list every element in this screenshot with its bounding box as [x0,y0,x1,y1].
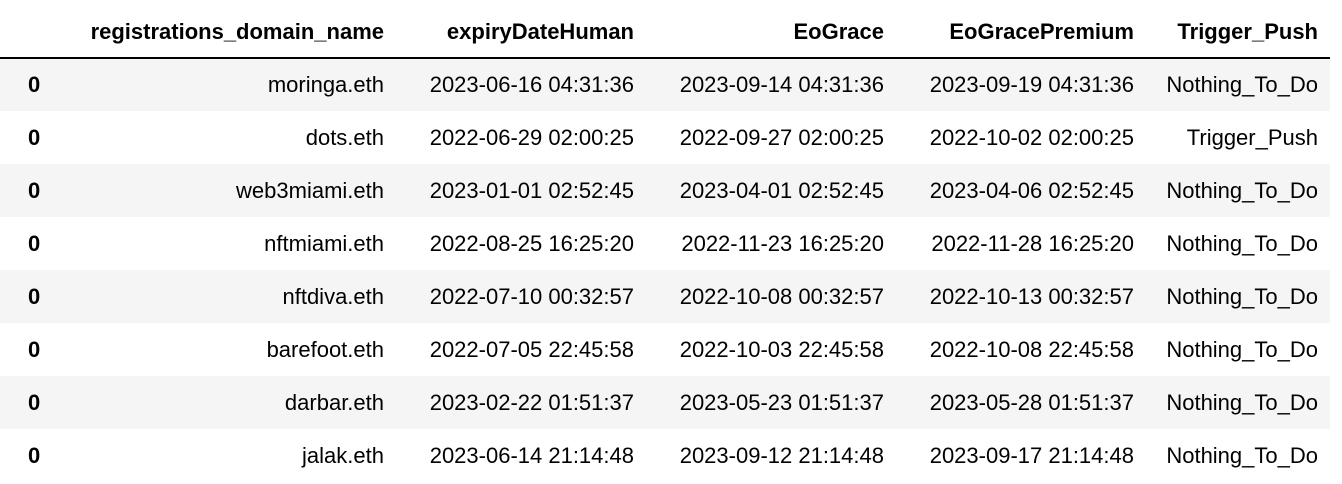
cell-expiry-date: 2023-02-22 01:51:37 [429,389,634,415]
cell-eo-grace: 2023-05-23 01:51:37 [679,389,884,415]
row-index: 0 [28,124,41,150]
cell-expiry-date: 2022-07-10 00:32:57 [429,283,634,309]
column-header-eo-grace-premium: EoGracePremium [896,6,1146,59]
cell-trigger-push: Nothing_To_Do [1166,283,1318,309]
table-row: 0 web3miami.eth 2023-01-01 02:52:45 2023… [0,164,1330,217]
cell-domain-name: web3miami.eth [236,177,384,203]
dataframe-table: registrations_domain_name expiryDateHuma… [0,6,1330,482]
cell-domain-name: barefoot.eth [266,336,384,362]
row-index: 0 [28,283,41,309]
cell-trigger-push: Nothing_To_Do [1166,177,1318,203]
cell-domain-name: darbar.eth [284,389,384,415]
cell-expiry-date: 2023-06-16 04:31:36 [429,72,634,97]
table-row: 0 barefoot.eth 2022-07-05 22:45:58 2022-… [0,323,1330,376]
cell-domain-name: nftdiva.eth [282,283,384,309]
table-row: 0 darbar.eth 2023-02-22 01:51:37 2023-05… [0,376,1330,429]
cell-eo-grace-premium: 2022-10-02 02:00:25 [929,124,1134,150]
cell-expiry-date: 2023-01-01 02:52:45 [429,177,634,203]
column-header-eo-grace: EoGrace [646,6,896,59]
cell-eo-grace-premium: 2023-04-06 02:52:45 [929,177,1134,203]
cell-expiry-date: 2022-08-25 16:25:20 [429,230,634,256]
table-body: 0 moringa.eth 2023-06-16 04:31:36 2023-0… [0,58,1330,482]
row-index: 0 [28,442,41,468]
index-header [0,6,60,59]
cell-trigger-push: Trigger_Push [1186,124,1318,150]
cell-expiry-date: 2022-07-05 22:45:58 [429,336,634,362]
row-index: 0 [28,72,41,97]
column-header-trigger-push: Trigger_Push [1146,6,1330,59]
cell-eo-grace-premium: 2023-05-28 01:51:37 [929,389,1134,415]
cell-domain-name: dots.eth [305,124,384,150]
cell-trigger-push: Nothing_To_Do [1166,72,1318,97]
cell-trigger-push: Nothing_To_Do [1166,336,1318,362]
header-row: registrations_domain_name expiryDateHuma… [0,6,1330,59]
column-header-registrations-domain-name: registrations_domain_name [60,6,396,59]
table-row: 0 jalak.eth 2023-06-14 21:14:48 2023-09-… [0,429,1330,482]
cell-trigger-push: Nothing_To_Do [1166,389,1318,415]
cell-trigger-push: Nothing_To_Do [1166,230,1318,256]
cell-eo-grace: 2022-09-27 02:00:25 [679,124,884,150]
cell-eo-grace-premium: 2022-10-13 00:32:57 [929,283,1134,309]
cell-eo-grace: 2022-10-03 22:45:58 [679,336,884,362]
table-row: 0 nftmiami.eth 2022-08-25 16:25:20 2022-… [0,217,1330,270]
cell-expiry-date: 2023-06-14 21:14:48 [429,442,634,468]
row-index: 0 [28,389,41,415]
cell-expiry-date: 2022-06-29 02:00:25 [429,124,634,150]
table-row: 0 nftdiva.eth 2022-07-10 00:32:57 2022-1… [0,270,1330,323]
cell-eo-grace: 2023-04-01 02:52:45 [679,177,884,203]
column-header-expiry-date-human: expiryDateHuman [396,6,646,59]
cell-eo-grace: 2023-09-14 04:31:36 [679,72,884,97]
cell-eo-grace: 2023-09-12 21:14:48 [679,442,884,468]
row-index: 0 [28,336,41,362]
row-index: 0 [28,230,41,256]
cell-domain-name: moringa.eth [267,72,384,97]
cell-eo-grace: 2022-10-08 00:32:57 [679,283,884,309]
cell-eo-grace-premium: 2022-10-08 22:45:58 [929,336,1134,362]
cell-eo-grace: 2022-11-23 16:25:20 [681,230,884,256]
table-row: 0 moringa.eth 2023-06-16 04:31:36 2023-0… [0,58,1330,111]
cell-eo-grace-premium: 2022-11-28 16:25:20 [931,230,1134,256]
row-index: 0 [28,177,41,203]
cell-eo-grace-premium: 2023-09-19 04:31:36 [929,72,1134,97]
cell-domain-name: nftmiami.eth [264,230,384,256]
cell-trigger-push: Nothing_To_Do [1166,442,1318,468]
table-row: 0 dots.eth 2022-06-29 02:00:25 2022-09-2… [0,111,1330,164]
cell-domain-name: jalak.eth [302,442,384,468]
cell-eo-grace-premium: 2023-09-17 21:14:48 [929,442,1134,468]
table-header: registrations_domain_name expiryDateHuma… [0,6,1330,59]
